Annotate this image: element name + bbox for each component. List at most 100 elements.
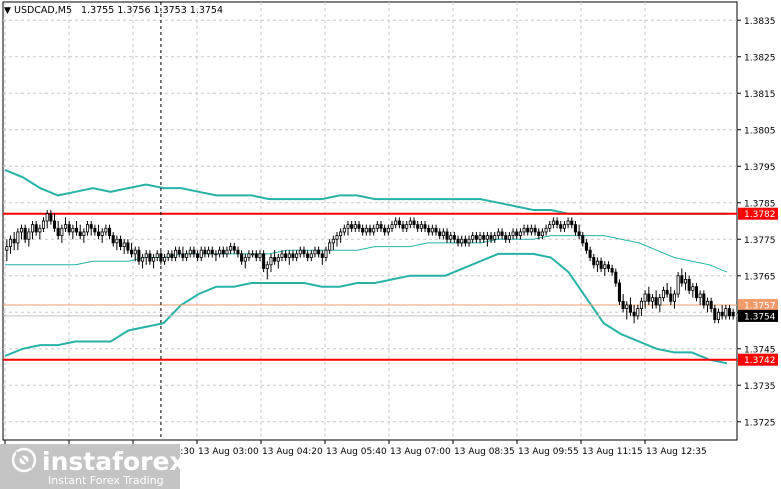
candle bbox=[581, 231, 585, 247]
candle-body bbox=[207, 249, 211, 255]
candle-body bbox=[232, 246, 236, 251]
candle bbox=[30, 221, 35, 240]
candle-body bbox=[328, 242, 332, 251]
candle bbox=[390, 221, 394, 232]
candle bbox=[122, 239, 126, 254]
candle-body bbox=[364, 227, 368, 233]
candle-body bbox=[49, 213, 53, 222]
candle-body bbox=[691, 286, 695, 291]
candle bbox=[621, 294, 625, 313]
candle bbox=[225, 246, 229, 258]
candle-body bbox=[515, 231, 519, 236]
candle-body bbox=[295, 253, 299, 258]
candle-body bbox=[720, 311, 724, 317]
candle-body bbox=[456, 238, 460, 244]
candle bbox=[38, 224, 42, 240]
candle bbox=[467, 235, 471, 247]
candle-body bbox=[423, 224, 427, 229]
candle-body bbox=[23, 227, 27, 240]
candle-body bbox=[335, 235, 339, 240]
candle bbox=[350, 221, 354, 232]
candle bbox=[243, 253, 247, 269]
candle-body bbox=[581, 235, 585, 244]
candle bbox=[412, 217, 416, 229]
candle-body bbox=[511, 231, 515, 236]
candle-body bbox=[16, 231, 20, 244]
candle bbox=[434, 224, 438, 236]
candle-body bbox=[251, 253, 255, 256]
candle-body bbox=[698, 293, 702, 299]
candle-body bbox=[317, 249, 321, 255]
candle bbox=[405, 221, 409, 232]
candle-body bbox=[265, 264, 269, 269]
candle bbox=[104, 224, 108, 236]
candle bbox=[199, 246, 203, 262]
candle bbox=[141, 253, 145, 269]
candle bbox=[152, 253, 156, 269]
candle-body bbox=[273, 257, 277, 262]
candle bbox=[562, 221, 566, 232]
candle-body bbox=[397, 220, 401, 226]
candle-body bbox=[89, 224, 93, 229]
candle bbox=[416, 221, 420, 232]
candle bbox=[287, 250, 291, 265]
candle-body bbox=[185, 253, 189, 258]
candle bbox=[361, 224, 365, 236]
candle bbox=[276, 253, 280, 269]
candle-body bbox=[34, 224, 38, 233]
candle-body bbox=[357, 224, 361, 229]
candle-body bbox=[67, 224, 71, 233]
y-tick-label: 1.3835 bbox=[744, 17, 776, 27]
candle bbox=[137, 246, 141, 265]
candle-body bbox=[361, 227, 365, 233]
candle-body bbox=[584, 242, 588, 251]
candle-body bbox=[144, 253, 148, 258]
candle bbox=[617, 279, 621, 305]
candle-body bbox=[86, 224, 90, 233]
candle bbox=[97, 224, 101, 240]
candle bbox=[610, 264, 614, 276]
candle bbox=[533, 224, 537, 236]
candle bbox=[731, 308, 735, 320]
candle-body bbox=[559, 224, 563, 229]
candle bbox=[452, 231, 456, 243]
candle bbox=[537, 228, 541, 240]
x-tick-label: 13 Aug 12:35 bbox=[646, 447, 707, 457]
candle-body bbox=[639, 300, 643, 309]
candle bbox=[196, 250, 200, 262]
candle bbox=[713, 304, 717, 324]
candle-body bbox=[518, 231, 522, 236]
candle bbox=[511, 228, 515, 240]
candle-body bbox=[636, 308, 640, 317]
candle-body bbox=[592, 257, 596, 266]
candle-body bbox=[306, 253, 310, 258]
candle-body bbox=[496, 231, 500, 236]
candle bbox=[460, 235, 464, 247]
candle-body bbox=[291, 253, 295, 258]
candle bbox=[346, 221, 350, 236]
candle-body bbox=[93, 227, 97, 233]
x-tick-label: 13 Aug 04:20 bbox=[262, 447, 323, 457]
candle-body bbox=[30, 224, 35, 233]
candle-body bbox=[155, 253, 159, 258]
candle bbox=[526, 224, 530, 236]
y-tick-label: 1.3735 bbox=[744, 382, 776, 392]
candle-body bbox=[731, 311, 735, 317]
candle bbox=[34, 221, 38, 236]
candle bbox=[698, 290, 702, 305]
candle bbox=[522, 224, 526, 236]
candle-body bbox=[56, 227, 60, 237]
candle-body bbox=[192, 249, 196, 255]
candle-body bbox=[540, 231, 544, 236]
candle-body bbox=[452, 235, 456, 240]
candle-body bbox=[148, 253, 152, 262]
candle bbox=[320, 250, 324, 265]
candle-body bbox=[588, 249, 592, 258]
header-menu-arrow[interactable]: ▼ bbox=[4, 6, 11, 16]
chart-header: ▼ USDCAD,M5 1.3755 1.3756 1.3753 1.3754 bbox=[4, 5, 223, 16]
candle-body bbox=[309, 253, 313, 258]
candle bbox=[566, 217, 570, 229]
candle bbox=[41, 217, 46, 232]
